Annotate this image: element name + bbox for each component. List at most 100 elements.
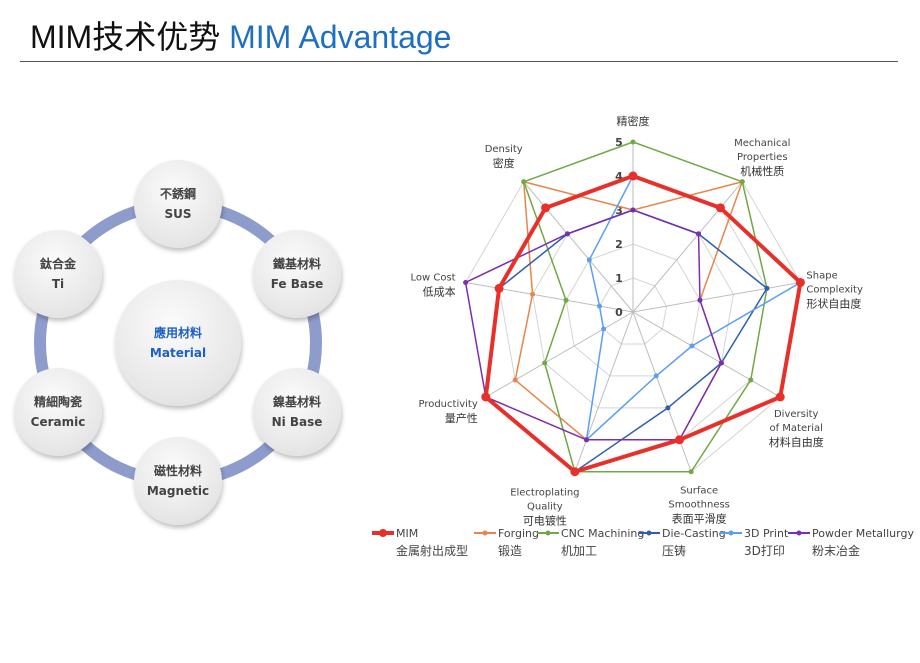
axis-label-en: Shape [806, 270, 837, 281]
axis-label-en: Diversity [774, 409, 819, 420]
legend-marker [796, 530, 802, 536]
data-point [601, 326, 607, 332]
data-point [715, 203, 725, 213]
data-point [586, 257, 592, 263]
axis-label-en: Properties [737, 152, 788, 163]
data-point [630, 207, 636, 213]
tick-label: 4 [615, 170, 623, 183]
data-point [688, 469, 694, 475]
bubble-cn: 鎳基材料 [272, 395, 321, 409]
axis-label-en: Surface [680, 486, 718, 497]
axis-label-en: of Material [769, 423, 822, 434]
data-point [564, 231, 570, 237]
axis-label-en: Mechanical [734, 138, 790, 149]
title-cn: MIM技术优势 [30, 19, 221, 55]
grid-spoke [574, 311, 634, 472]
axis-label-en: Productivity [418, 399, 477, 410]
grid-spoke [632, 281, 801, 313]
legend-marker [379, 529, 387, 537]
axis-label-cn: 可电镀性 [523, 514, 567, 528]
grid-spoke [485, 311, 634, 398]
grid-spoke [632, 311, 692, 472]
data-point [463, 279, 469, 285]
page-title: MIM技术优势 MIM Advantage [30, 12, 451, 58]
axis-label-cn: 表面平滑度 [672, 512, 727, 526]
series-line-mim [483, 174, 803, 474]
material-bubble-sus: 不銹鋼 SUS [134, 160, 222, 248]
grid-ring [532, 209, 734, 409]
legend-label-cn: 粉末冶金 [812, 543, 860, 558]
legend-label-cn: 机加工 [561, 544, 597, 558]
legend-label: Die-Casting [662, 527, 726, 540]
bubble-cn: 鈦合金 [39, 257, 76, 271]
grid-spoke [523, 181, 634, 313]
data-point [689, 343, 695, 349]
data-point [597, 303, 603, 309]
material-bubble-fe: 鐵基材料 Fe Base [253, 230, 341, 318]
axis-label-en: Density [485, 144, 523, 155]
grid-ring [565, 243, 701, 377]
legend-label: Forging [498, 527, 539, 540]
axis-label-cn: 量产性 [445, 411, 478, 425]
data-point [697, 297, 703, 303]
grid-spoke [465, 281, 634, 313]
bubble-cn: 磁性材料 [153, 464, 202, 478]
series-line-cnc-machining [522, 141, 768, 473]
title-en: MIM Advantage [229, 19, 452, 55]
axis-label-cn: 机械性质 [740, 164, 784, 178]
axis-label-cn: 形状自由度 [806, 296, 861, 310]
material-bubble-ni: 鎳基材料 Ni Base [253, 368, 341, 456]
axis-label-cn: 低成本 [423, 284, 456, 298]
data-point [541, 203, 551, 213]
data-point [748, 377, 754, 383]
material-bubble-magnetic: 磁性材料 Magnetic [134, 437, 222, 525]
data-point [653, 373, 659, 379]
tick-label: 1 [615, 272, 623, 285]
legend-marker [482, 530, 488, 536]
legend-label: MIM [396, 527, 418, 540]
legend-marker [728, 530, 734, 536]
legend-label-cn: 3D打印 [744, 544, 785, 558]
tick-label: 5 [615, 136, 623, 149]
data-point [628, 171, 638, 181]
legend-label-cn: 压铸 [662, 543, 686, 558]
axis-label-en: Quality [527, 502, 563, 513]
grid-ring [598, 277, 668, 345]
material-bubble-ceramic: 精細陶瓷 Ceramic [14, 368, 102, 456]
data-point [481, 392, 491, 402]
data-point [775, 392, 785, 402]
bubble-en: Ceramic [30, 415, 86, 429]
bubble-cn: 精細陶瓷 [33, 395, 82, 409]
axis-label-en: Complexity [806, 284, 863, 295]
data-point [563, 297, 569, 303]
axis-label-en: Smoothness [668, 500, 730, 511]
center-cn: 應用材料 [153, 326, 202, 340]
axis-label-en: Low Cost [410, 272, 455, 283]
data-point [521, 179, 527, 185]
data-point [665, 405, 671, 411]
data-point [795, 277, 805, 287]
tick-label: 0 [615, 306, 623, 319]
legend-label-cn: 金属射出成型 [396, 543, 468, 558]
data-point [739, 179, 745, 185]
axis-label-cn: 密度 [493, 156, 515, 170]
legend-label: 3D Print [744, 527, 789, 540]
axis-label-cn: 材料自由度 [769, 435, 824, 449]
center-material-bubble: 應用材料 Material [115, 280, 241, 406]
legend-label-cn: 锻造 [498, 544, 522, 558]
data-point [542, 360, 548, 366]
material-bubble-ti: 鈦合金 Ti [14, 230, 102, 318]
data-point [494, 283, 504, 293]
axis-label-en: Electroplating [510, 488, 579, 499]
center-en: Material [149, 346, 207, 360]
bubble-en: SUS [164, 207, 192, 221]
bubble-en: Fe Base [270, 277, 324, 291]
series-line-powder-metallurgy [464, 209, 723, 441]
bubble-cn: 鐵基材料 [272, 257, 321, 271]
tick-label: 2 [615, 238, 623, 251]
axis-label-cn: 精密度 [617, 114, 650, 128]
legend-marker [646, 530, 652, 536]
data-point [512, 377, 518, 383]
title-divider [20, 61, 898, 62]
